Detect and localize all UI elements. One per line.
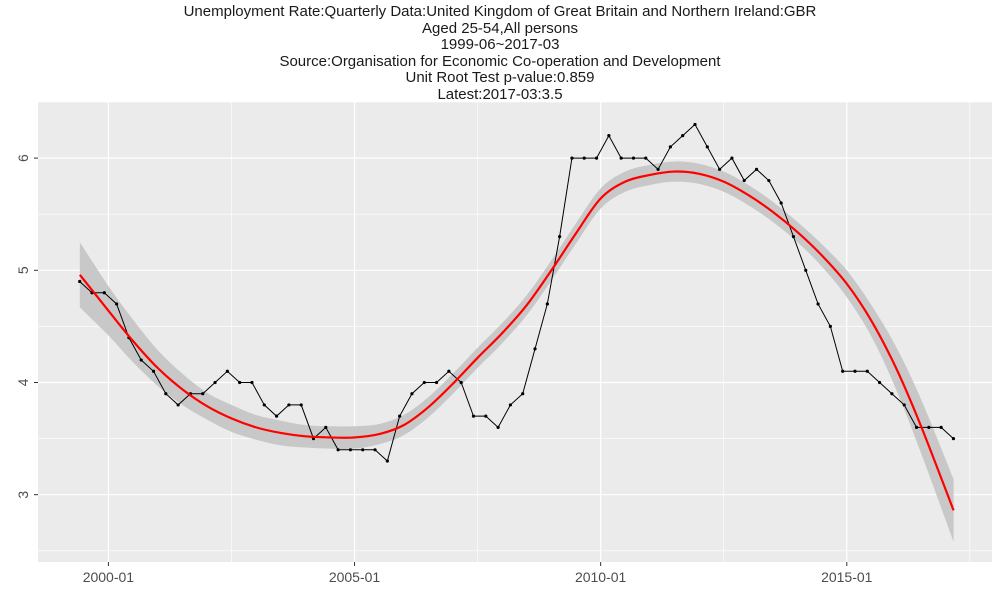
data-point-2007-12	[496, 425, 500, 429]
data-point-2001-12	[201, 392, 205, 396]
data-point-2010-03	[607, 134, 611, 138]
data-point-2013-09	[779, 201, 783, 205]
data-point-2003-06	[274, 414, 279, 418]
data-point-1999-06	[78, 279, 82, 284]
data-point-2015-03	[853, 369, 857, 373]
data-point-2009-03	[558, 235, 562, 239]
data-point-2005-09	[385, 459, 389, 463]
data-point-2012-03	[705, 145, 709, 149]
data-point-2003-03	[262, 403, 266, 407]
data-point-2002-03	[213, 380, 217, 385]
data-point-2016-12	[939, 425, 943, 429]
data-point-2014-12	[841, 369, 845, 373]
series-points	[78, 122, 956, 463]
data-point-2001-06	[176, 403, 180, 407]
data-point-2015-06	[865, 369, 869, 373]
data-point-2008-12	[545, 302, 549, 306]
data-point-2004-09	[336, 448, 340, 452]
data-point-2000-09	[139, 358, 143, 362]
title-line-2: Aged 25-54,All persons	[422, 19, 578, 37]
data-point-2013-06	[767, 178, 771, 183]
data-point-1999-12	[102, 291, 106, 295]
data-point-2009-09	[582, 156, 586, 160]
data-point-2005-12	[398, 414, 402, 418]
y-tick-label: 6	[15, 154, 31, 162]
data-point-2017-03	[951, 436, 956, 441]
data-point-2012-12	[742, 178, 746, 183]
data-point-2001-03	[164, 392, 168, 396]
data-point-2004-12	[348, 448, 353, 452]
data-point-2002-12	[250, 380, 254, 385]
title-line-1: Unemployment Rate:Quarterly Data:United …	[183, 3, 817, 20]
title-line-4: Source:Organisation for Economic Co-oper…	[279, 52, 721, 70]
data-point-2016-03	[902, 403, 906, 407]
title-line-3: 1999-06~2017-03	[440, 36, 560, 53]
data-point-2009-12	[594, 156, 599, 160]
data-point-2000-03	[115, 302, 119, 306]
data-point-2013-03	[754, 167, 759, 171]
data-point-2010-06	[619, 156, 623, 160]
data-point-2011-06	[668, 145, 672, 149]
y-tick-label: 3	[15, 491, 31, 499]
x-tick-label: 2005-01	[329, 569, 381, 585]
data-point-2008-03	[508, 403, 513, 407]
data-point-2000-12	[151, 369, 156, 373]
data-point-2014-03	[804, 268, 808, 272]
data-point-2014-06	[816, 302, 820, 306]
data-point-2015-09	[878, 380, 882, 385]
data-point-2013-12	[791, 235, 796, 239]
plot-panel	[38, 102, 992, 562]
data-point-2011-09	[681, 134, 685, 138]
data-point-2002-06	[225, 369, 229, 373]
data-point-2006-12	[447, 369, 451, 373]
x-tick-label: 2010-01	[575, 569, 627, 585]
series-line-unemployment	[79, 123, 954, 462]
x-tick-label: 2015-01	[821, 569, 873, 585]
confidence-band	[79, 161, 954, 542]
data-point-2011-03	[656, 167, 660, 171]
data-point-2016-09	[927, 425, 931, 429]
data-point-2005-03	[361, 448, 365, 452]
data-point-2008-09	[533, 347, 537, 351]
data-point-2015-12	[890, 392, 894, 396]
title-line-5: Unit Root Test p-value:0.859	[405, 69, 595, 86]
data-point-2012-09	[730, 156, 734, 160]
data-point-2006-03	[410, 392, 414, 396]
x-axis: 2000-01 2005-01 2010-01 2015-01	[83, 562, 873, 585]
data-point-2010-09	[631, 156, 636, 160]
data-point-2004-06	[324, 425, 328, 429]
x-tick-label: 2000-01	[83, 569, 135, 585]
data-point-2010-12	[644, 156, 648, 160]
data-point-2006-09	[434, 380, 439, 385]
data-point-2007-03	[459, 380, 463, 385]
y-tick-label: 5	[15, 266, 31, 274]
data-point-2007-09	[484, 414, 488, 418]
data-point-2006-06	[422, 380, 426, 385]
data-point-2012-06	[718, 167, 722, 171]
data-point-2002-09	[238, 380, 242, 385]
chart-title: Unemployment Rate:Quarterly Data:United …	[0, 0, 1000, 103]
y-axis: 3 4 5 6	[15, 154, 38, 499]
data-point-2003-09	[287, 403, 291, 407]
data-point-2008-06	[521, 392, 525, 396]
data-point-2003-12	[299, 403, 303, 407]
data-point-2011-12	[693, 122, 697, 127]
title-line-6: Latest:2017-03:3.5	[437, 85, 563, 103]
data-point-2016-06	[914, 425, 919, 429]
data-point-2009-06	[570, 156, 574, 160]
data-point-2005-06	[373, 448, 377, 452]
data-point-2007-06	[471, 414, 476, 418]
data-point-2014-09	[828, 324, 832, 328]
y-tick-label: 4	[15, 378, 31, 386]
trend-line	[78, 170, 955, 511]
